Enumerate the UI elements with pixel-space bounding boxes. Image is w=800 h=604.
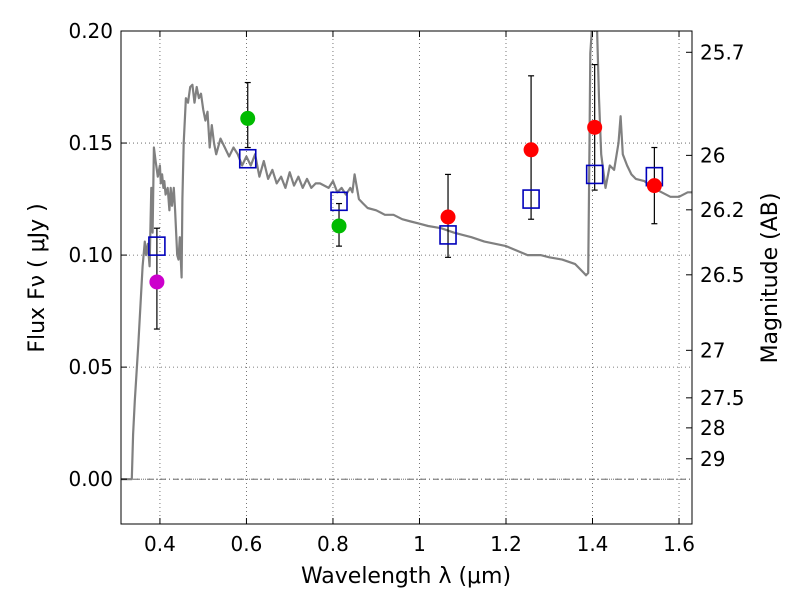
x-tick-label: 1.4 (577, 532, 609, 556)
observed-point (646, 178, 662, 194)
model-point-square (238, 148, 257, 169)
observed-point (440, 209, 456, 225)
model-point-square (522, 189, 540, 209)
mag-tick-label: 26.2 (700, 198, 745, 222)
observed-point (587, 119, 603, 135)
model-point-square (439, 225, 457, 245)
mag-tick-label: 26.5 (700, 263, 745, 287)
magnitude-axis-ticks: 25.7 26 26.2 26.5 27 27.5 28 29 (686, 40, 745, 471)
mag-tick-label: 25.7 (700, 40, 745, 64)
model-point-square (330, 191, 348, 212)
y-tick-label: 0.05 (68, 355, 113, 379)
x-axis-label: Wavelength λ (μm) (301, 564, 511, 589)
plot-frame (120, 30, 693, 525)
x-axis-ticks: 0.4 0.6 0.8 1 1.2 1.4 1.6 (144, 31, 695, 556)
x-tick-label: 1.6 (663, 532, 695, 556)
y-axis-label-right: Magnitude (AB) (758, 193, 783, 364)
x-tick-label: 1 (413, 532, 426, 556)
x-tick-label: 1.2 (490, 532, 522, 556)
observed-points (149, 110, 662, 290)
observed-point (331, 218, 347, 234)
mag-tick-label: 29 (700, 447, 725, 471)
mag-tick-label: 27 (700, 338, 725, 362)
observed-point (523, 142, 539, 158)
y-axis-ticks: 0.00 0.05 0.10 0.15 0.20 (68, 19, 127, 491)
observed-point (240, 110, 256, 126)
x-tick-label: 0.8 (317, 532, 349, 556)
mag-tick-label: 27.5 (700, 386, 745, 410)
sed-model-curve (121, 31, 692, 481)
grid (121, 30, 692, 524)
x-tick-label: 0.6 (231, 532, 263, 556)
model-point-square (148, 236, 166, 256)
y-tick-label: 0.15 (68, 131, 113, 155)
y-tick-label: 0.00 (68, 467, 113, 491)
y-tick-label: 0.10 (68, 243, 113, 267)
mag-tick-label: 28 (700, 416, 725, 440)
y-tick-label: 0.20 (68, 19, 113, 43)
x-tick-label: 0.4 (144, 532, 176, 556)
sed-model-line (121, 31, 692, 481)
model-point-square (585, 164, 604, 185)
model-points (148, 148, 664, 256)
mag-tick-label: 26 (700, 143, 725, 167)
observed-point (149, 274, 165, 290)
error-bars (153, 64, 658, 330)
y-axis-label-left: Flux Fν ( μJy ) (25, 203, 50, 352)
